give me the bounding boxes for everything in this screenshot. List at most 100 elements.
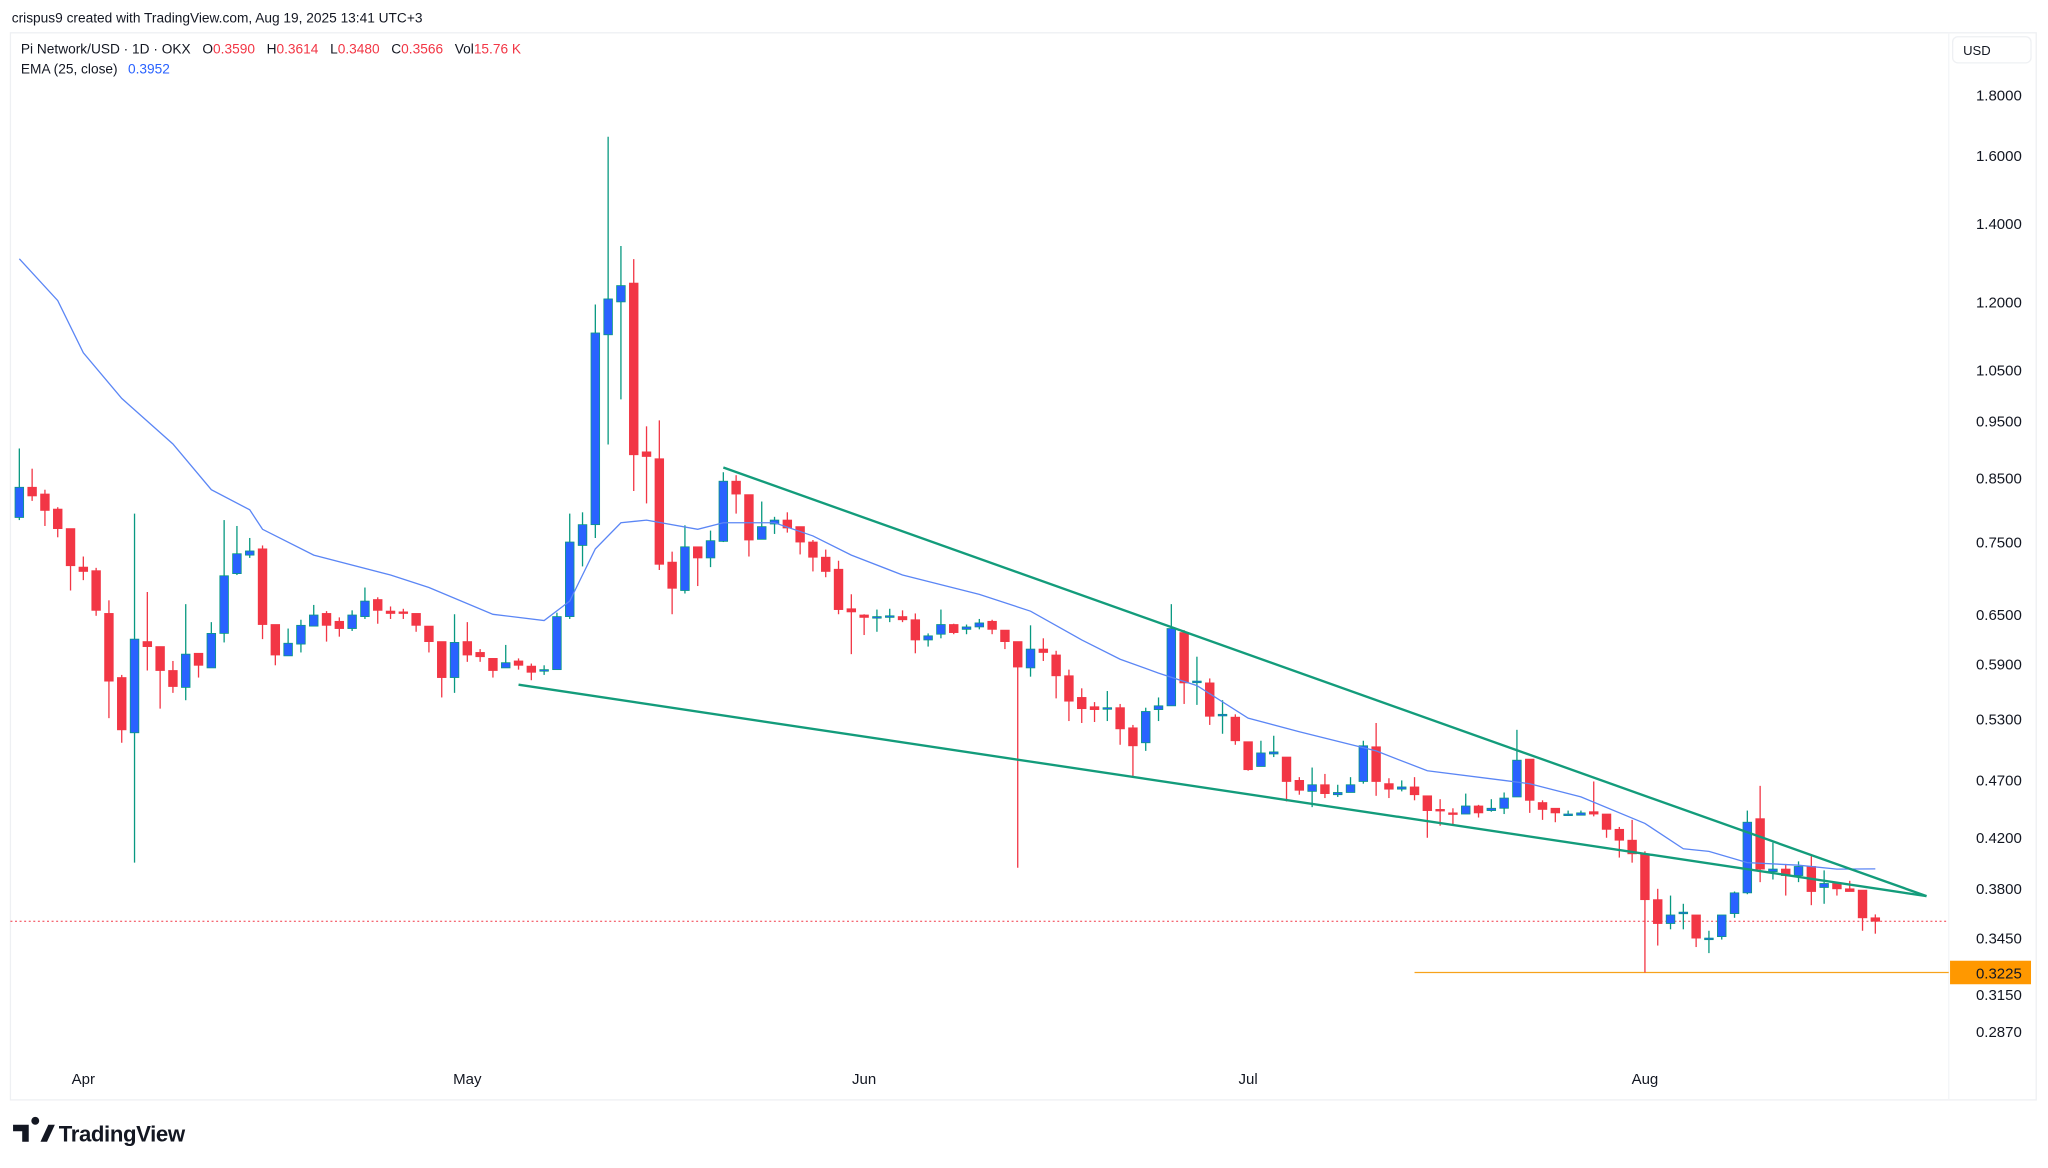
candle-down[interactable] — [1384, 778, 1394, 799]
candle-up[interactable] — [603, 136, 613, 445]
candle-down[interactable] — [744, 494, 754, 557]
candle-down[interactable] — [78, 556, 89, 581]
plot-area[interactable] — [10, 136, 1949, 974]
candle-up[interactable] — [974, 618, 985, 630]
candle-up[interactable] — [1665, 895, 1676, 930]
candle-down[interactable] — [168, 660, 178, 693]
candle-up[interactable] — [14, 448, 25, 521]
candle-down[interactable] — [949, 623, 959, 635]
candle-down[interactable] — [629, 259, 639, 491]
candle-down[interactable] — [1550, 807, 1561, 823]
candle-down[interactable] — [462, 622, 473, 662]
candle-down[interactable] — [53, 507, 63, 538]
lower-trendline[interactable] — [518, 683, 1927, 898]
candle-up[interactable] — [616, 246, 626, 400]
candle-down[interactable] — [1435, 799, 1445, 826]
candle-up[interactable] — [923, 633, 933, 647]
candle-up[interactable] — [718, 472, 729, 543]
candle-down[interactable] — [270, 624, 281, 666]
candle-up[interactable] — [1576, 810, 1586, 816]
candle-up[interactable] — [309, 604, 319, 627]
candle-up[interactable] — [885, 608, 895, 623]
candle-up[interactable] — [1345, 777, 1356, 793]
candle-up[interactable] — [1717, 914, 1727, 940]
candle-down[interactable] — [334, 617, 345, 637]
candle-up[interactable] — [1192, 656, 1202, 705]
candle-down[interactable] — [1000, 629, 1010, 650]
candle-down[interactable] — [65, 528, 76, 591]
candle-down[interactable] — [1755, 785, 1765, 883]
candle-down[interactable] — [104, 600, 114, 719]
candle-up[interactable] — [872, 609, 882, 632]
candle-up[interactable] — [1102, 691, 1113, 722]
candle-down[interactable] — [257, 545, 268, 640]
price-axis[interactable]: 1.8000 1.6000 1.4000 1.2000 1.0500 0.9500 0.85… — [1950, 88, 2032, 1041]
candle-up[interactable] — [1166, 604, 1177, 707]
candle-down[interactable] — [40, 489, 50, 526]
candle-up[interactable] — [296, 619, 306, 653]
candle-down[interactable] — [1409, 777, 1420, 801]
candle-up[interactable] — [757, 501, 767, 540]
candle-up[interactable] — [1742, 810, 1753, 895]
candle-down[interactable] — [475, 649, 485, 662]
candle-down[interactable] — [846, 594, 857, 655]
candle-down[interactable] — [1589, 781, 1599, 817]
candle-down[interactable] — [1448, 808, 1458, 825]
candle-up[interactable] — [1499, 792, 1509, 815]
candle-down[interactable] — [513, 658, 524, 670]
candle-up[interactable] — [1563, 810, 1573, 816]
candle-down[interactable] — [1537, 800, 1548, 820]
candle-down[interactable] — [526, 663, 537, 681]
candle-up[interactable] — [219, 520, 229, 643]
candle-down[interactable] — [27, 468, 37, 501]
candle-up[interactable] — [449, 614, 460, 693]
candle-down[interactable] — [1077, 688, 1087, 723]
candle-down[interactable] — [155, 646, 165, 709]
candle-up[interactable] — [1256, 740, 1266, 767]
candle-down[interactable] — [987, 619, 997, 635]
candle-down[interactable] — [731, 475, 741, 514]
candle-up[interactable] — [961, 624, 972, 635]
candle-down[interactable] — [897, 610, 908, 623]
candle-up[interactable] — [245, 537, 255, 558]
candle-up[interactable] — [680, 525, 690, 594]
candle-down[interactable] — [91, 567, 101, 616]
candle-up[interactable] — [1461, 793, 1471, 815]
candle-down[interactable] — [821, 549, 831, 578]
candle-down[interactable] — [1691, 914, 1701, 948]
candle-up[interactable] — [1729, 891, 1740, 918]
candle-down[interactable] — [488, 658, 498, 678]
candle-up[interactable] — [1397, 780, 1407, 792]
candle-up[interactable] — [232, 525, 242, 576]
candle-down[interactable] — [1115, 703, 1125, 745]
candle-down[interactable] — [1205, 678, 1215, 725]
candle-up[interactable] — [1153, 697, 1164, 722]
candle-down[interactable] — [1422, 795, 1433, 838]
candle-down[interactable] — [1230, 714, 1241, 745]
candle-up[interactable] — [1819, 870, 1829, 904]
candle-down[interactable] — [693, 546, 703, 587]
candle-up[interactable] — [283, 628, 293, 657]
candle-down[interactable] — [1320, 773, 1330, 799]
candle-up[interactable] — [129, 513, 140, 863]
candle-down[interactable] — [424, 625, 434, 653]
candle-down[interactable] — [411, 613, 421, 632]
candle-down[interactable] — [1243, 741, 1253, 771]
candle-up[interactable] — [552, 612, 562, 671]
candle-down[interactable] — [667, 551, 677, 615]
candle-up[interactable] — [347, 610, 357, 631]
candle-down[interactable] — [808, 539, 818, 572]
candle-down[interactable] — [1653, 888, 1663, 946]
candle-up[interactable] — [181, 604, 191, 701]
candle-down[interactable] — [1473, 804, 1484, 818]
candle-down[interactable] — [833, 560, 844, 615]
candle-down[interactable] — [398, 608, 409, 619]
candle-down[interactable] — [1294, 777, 1305, 795]
candle-down[interactable] — [142, 592, 153, 671]
candle-up[interactable] — [360, 587, 370, 619]
candle-down[interactable] — [1089, 702, 1100, 723]
ema-line[interactable] — [18, 258, 1876, 870]
candle-down[interactable] — [1845, 880, 1855, 892]
candle-down[interactable] — [1281, 756, 1292, 802]
candle-down[interactable] — [859, 614, 869, 636]
